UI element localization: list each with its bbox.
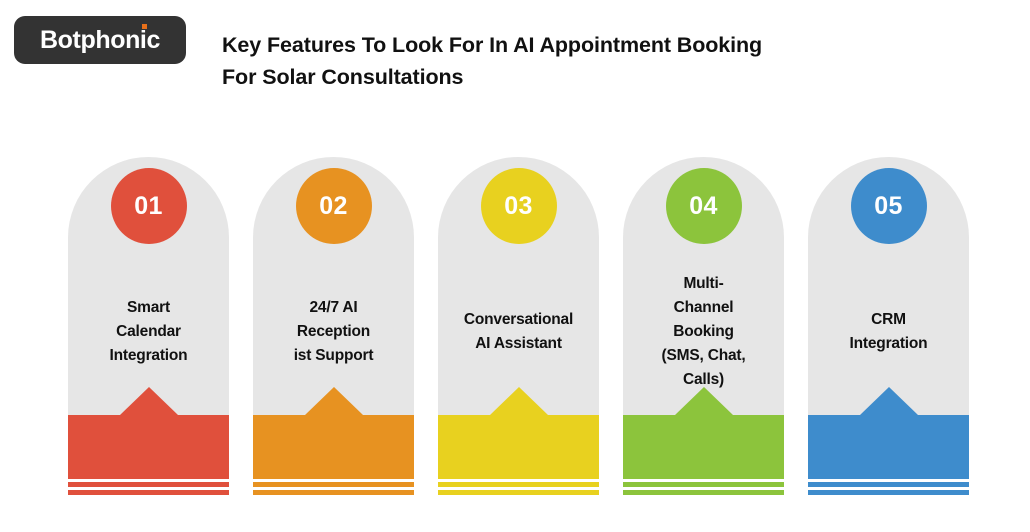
card-caption-text: Smart Calendar Integration — [109, 299, 188, 364]
page-title-line-1: Key Features To Look For In AI Appointme… — [222, 33, 763, 58]
card-number-badge: 05 — [850, 168, 927, 244]
card-caption-text: CRM Integration — [849, 311, 928, 352]
feature-card-02: 02 24/7 AI Reception ist Support — [253, 157, 414, 497]
feature-card-01: 01 Smart Calendar Integration — [68, 157, 229, 497]
card-footer-block — [438, 415, 599, 479]
brand-logo-wordmark: Botphonic — [40, 23, 160, 54]
card-caption-text: Multi- Channel Booking (SMS, Chat, Calls… — [661, 275, 746, 388]
card-number-badge: 03 — [480, 168, 557, 244]
card-stripe-upper — [68, 482, 229, 487]
card-stripe-lower — [808, 490, 969, 495]
card-number-badge: 04 — [665, 168, 742, 244]
card-peak-triangle — [304, 387, 363, 415]
header: Botphonic Key Features To Look For In AI… — [0, 0, 1030, 100]
card-caption: Conversational AI Assistant — [438, 257, 599, 407]
feature-card-05: 05 CRM Integration — [808, 157, 969, 497]
card-number-label: 02 — [319, 191, 348, 220]
card-footer-block — [623, 415, 784, 479]
card-stripe-lower — [253, 490, 414, 495]
card-number-label: 04 — [689, 191, 718, 220]
card-number-label: 03 — [504, 191, 533, 220]
card-stripe-lower — [68, 490, 229, 495]
card-footer-block — [68, 415, 229, 479]
page-title: Key Features To Look For In AI Appointme… — [222, 29, 922, 93]
card-stripe-upper — [808, 482, 969, 487]
card-number-label: 05 — [874, 191, 903, 220]
card-peak-triangle — [119, 387, 178, 415]
feature-card-04: 04 Multi- Channel Booking (SMS, Chat, Ca… — [623, 157, 784, 497]
card-caption: 24/7 AI Reception ist Support — [253, 257, 414, 407]
card-peak-triangle — [859, 387, 918, 415]
feature-cards-row: 01 Smart Calendar Integration 02 24/7 AI… — [68, 157, 978, 497]
brand-logo-dot-icon — [142, 23, 148, 29]
card-peak-triangle — [674, 387, 733, 415]
card-footer-block — [808, 415, 969, 479]
card-caption-text: 24/7 AI Reception ist Support — [293, 299, 374, 364]
card-stripe-upper — [438, 482, 599, 487]
brand-logo: Botphonic — [14, 16, 186, 64]
card-caption-text: Conversational AI Assistant — [463, 311, 574, 352]
card-number-badge: 01 — [110, 168, 187, 244]
card-caption: Smart Calendar Integration — [68, 257, 229, 407]
page-title-line-2: For Solar Consultations — [222, 65, 464, 90]
brand-logo-text: Botphonic — [40, 25, 160, 54]
card-stripe-lower — [623, 490, 784, 495]
card-stripe-upper — [253, 482, 414, 487]
card-number-badge: 02 — [295, 168, 372, 244]
card-number-label: 01 — [134, 191, 163, 220]
card-peak-triangle — [489, 387, 548, 415]
card-footer-block — [253, 415, 414, 479]
card-caption: Multi- Channel Booking (SMS, Chat, Calls… — [623, 257, 784, 407]
feature-card-03: 03 Conversational AI Assistant — [438, 157, 599, 497]
card-caption: CRM Integration — [808, 257, 969, 407]
card-stripe-upper — [623, 482, 784, 487]
card-stripe-lower — [438, 490, 599, 495]
